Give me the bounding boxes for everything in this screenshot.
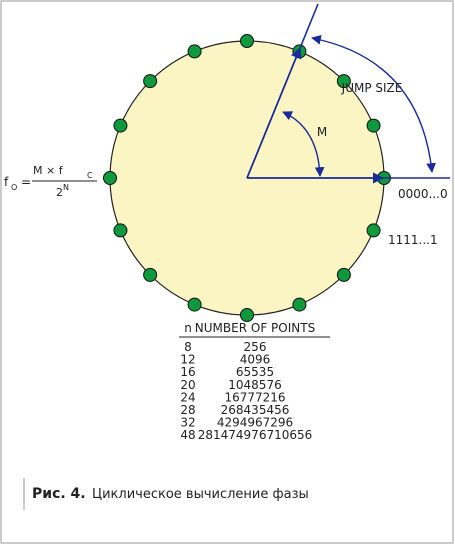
point (240, 308, 254, 322)
cell-points: 16777216 (224, 390, 285, 404)
ones-label: 1111...1 (388, 233, 438, 247)
point (336, 267, 351, 282)
cell-n: 8 (184, 340, 192, 354)
point (366, 118, 381, 133)
point (103, 171, 117, 185)
point (187, 297, 202, 312)
formula-den-sup: N (63, 183, 69, 192)
point (113, 223, 128, 238)
table-rows: 8 256 12 4096 16 65535 20 1048576 24 16777216 28 26… (180, 340, 312, 442)
cell-points: 4096 (240, 353, 271, 367)
formula: f O = M × f C 2 N (4, 164, 97, 199)
formula-f: f (4, 175, 9, 189)
col-points: NUMBER OF POINTS (195, 321, 315, 335)
jump-size-label: JUMP SIZE (341, 81, 403, 95)
arrow-phase (246, 46, 302, 179)
formula-f-sub: O (11, 183, 17, 192)
cell-n: 24 (180, 390, 195, 404)
m-label: M (317, 125, 327, 139)
point (113, 118, 128, 133)
caption-text: Циклическое вычисление фазы (92, 487, 309, 502)
cell-points: 65535 (236, 365, 274, 379)
zero-label: 0000...0 (398, 187, 448, 201)
formula-denominator: 2 (56, 186, 63, 199)
formula-eq: = (21, 175, 31, 189)
col-n: n (184, 321, 192, 335)
cell-n: 12 (180, 353, 195, 367)
jump-arc (311, 34, 436, 173)
point (240, 34, 254, 48)
caption-label: Рис. 4. (32, 486, 86, 502)
cell-n: 28 (180, 403, 195, 417)
cell-points: 1048576 (228, 378, 281, 392)
cell-n: 20 (180, 378, 195, 392)
formula-num-sub: C (87, 171, 93, 180)
point (143, 267, 158, 282)
point (187, 44, 202, 59)
point (143, 74, 158, 89)
cell-points: 281474976710656 (198, 428, 313, 442)
point (292, 297, 307, 312)
cell-n: 16 (180, 365, 195, 379)
cell-n: 48 (180, 428, 195, 442)
cell-n: 32 (180, 416, 195, 430)
cell-points: 4294967296 (217, 416, 293, 430)
cell-points: 268435456 (221, 403, 290, 417)
cell-points: 256 (244, 340, 267, 354)
formula-numerator: M × f (33, 164, 64, 177)
point (366, 223, 381, 238)
